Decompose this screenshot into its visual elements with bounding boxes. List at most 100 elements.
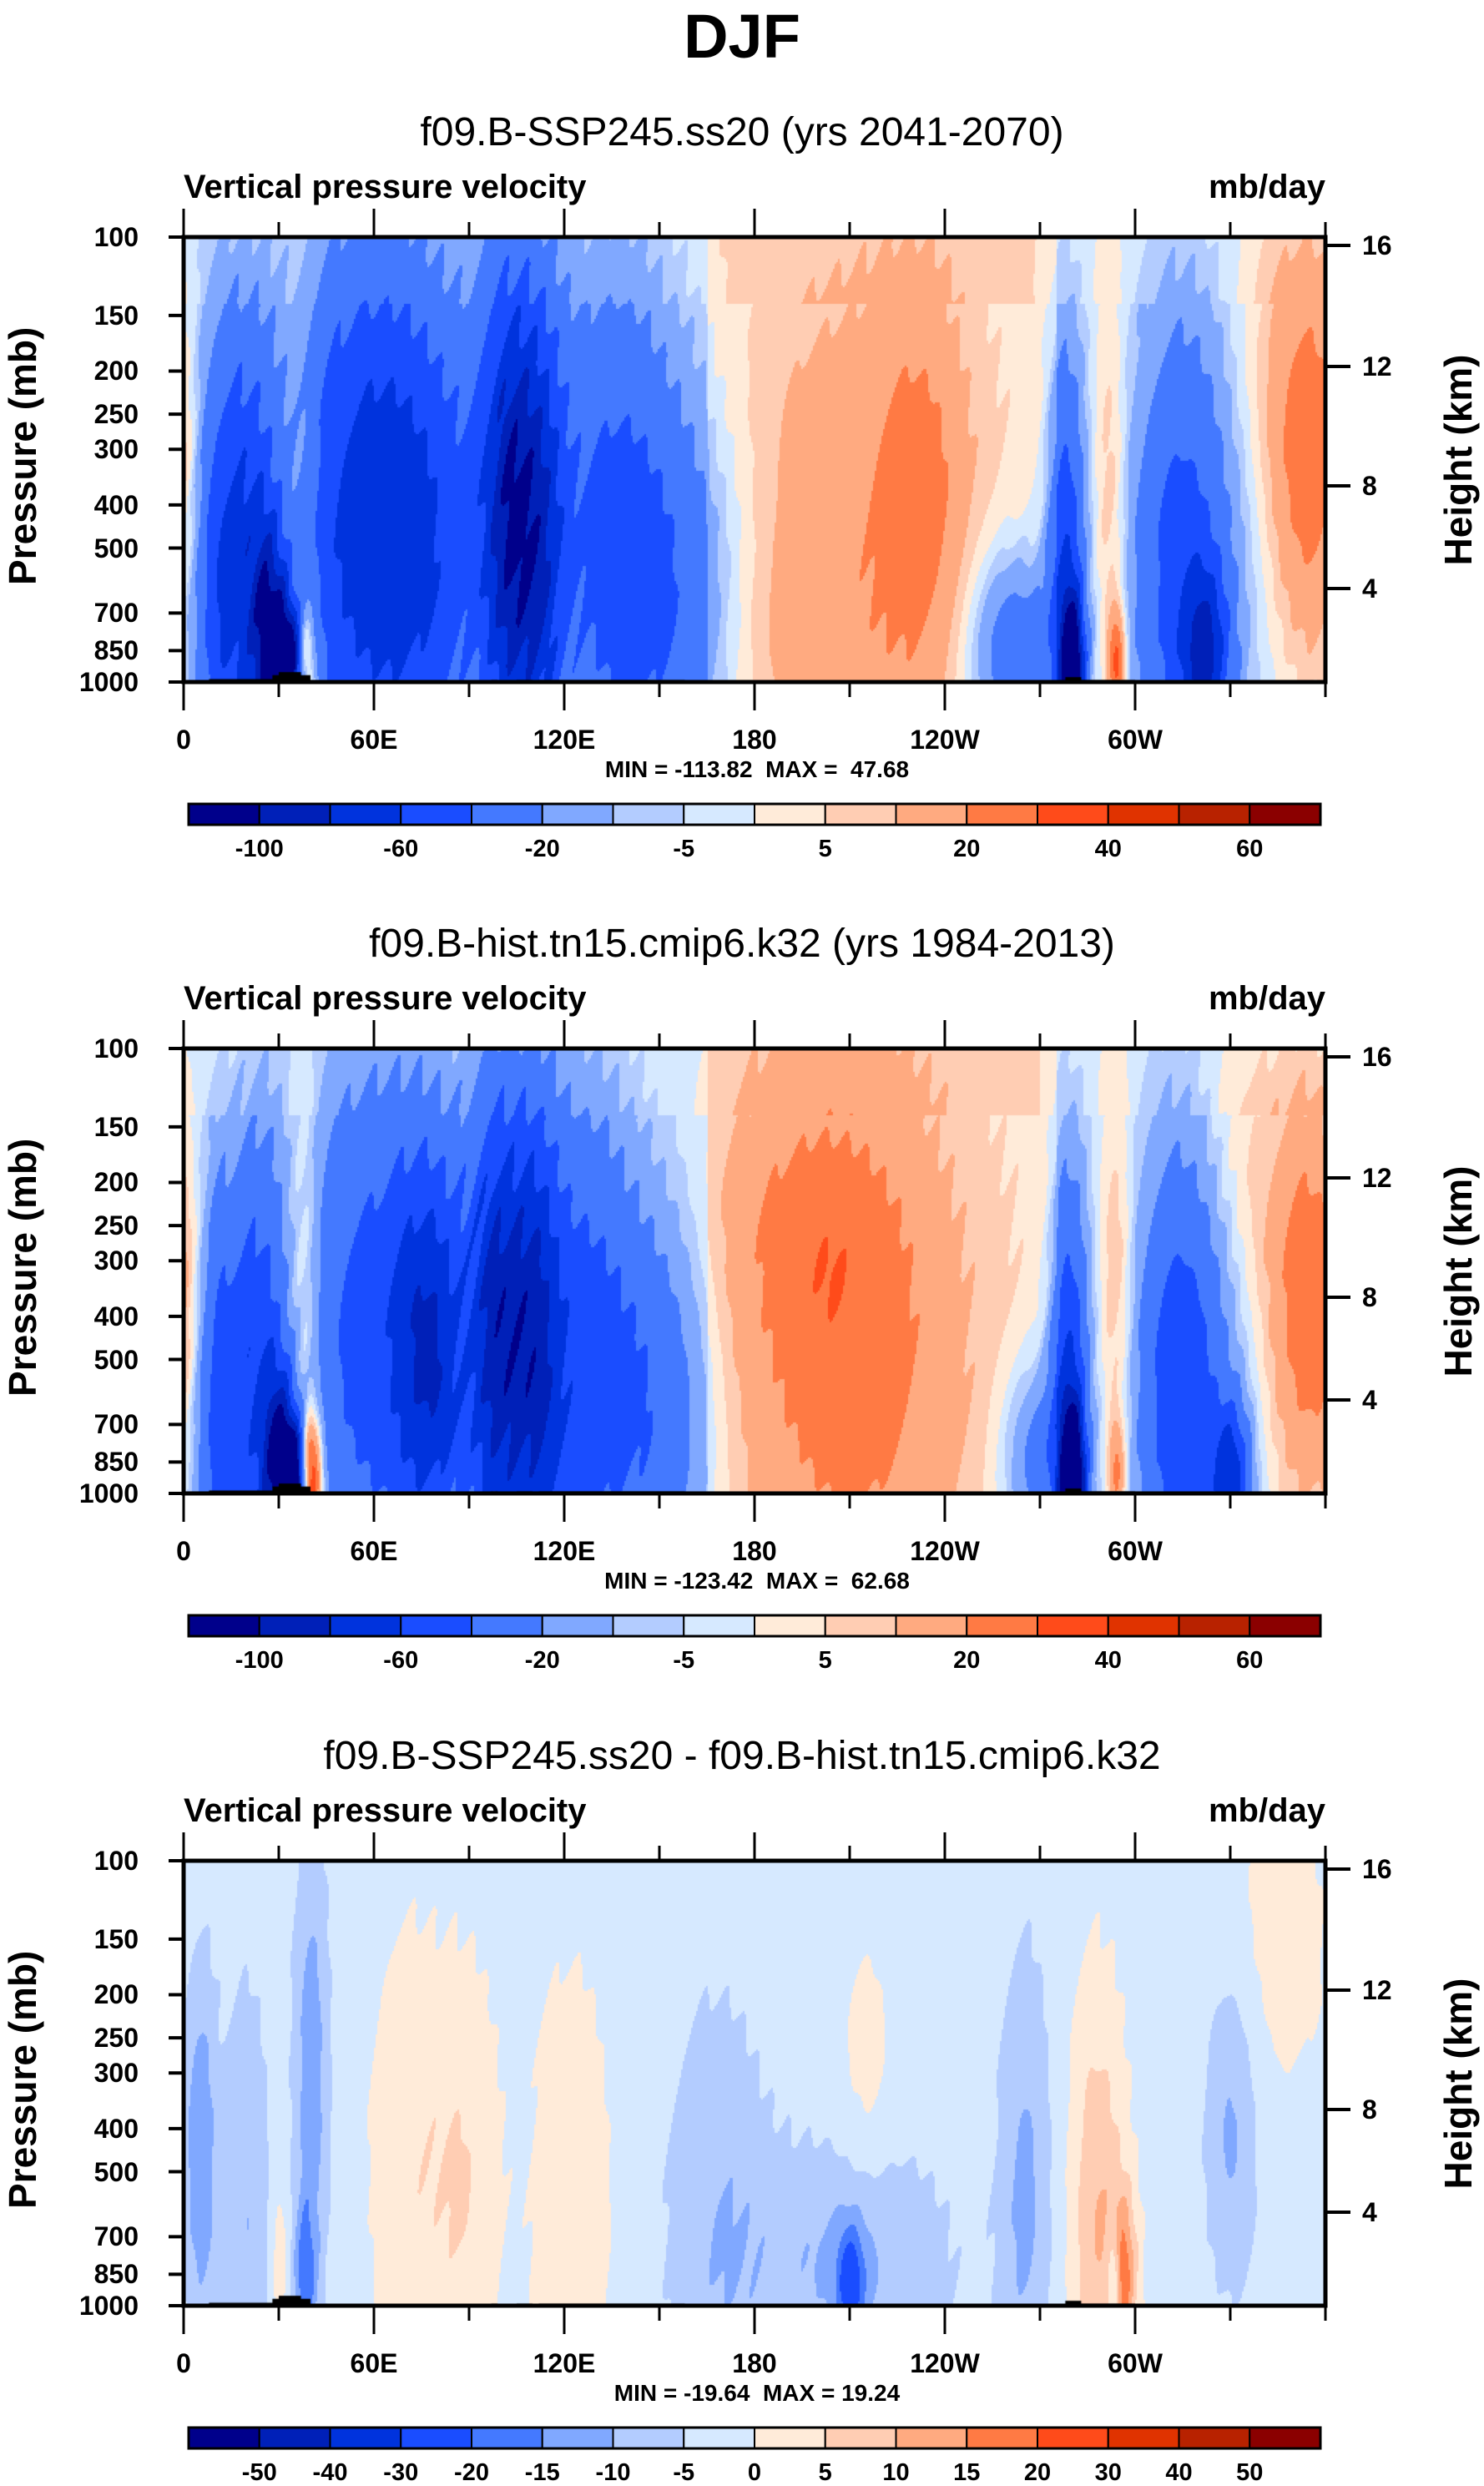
min-max-label: MIN = -19.64 MAX = 19.24: [613, 2380, 901, 2406]
colorbar-box: [1249, 803, 1321, 826]
colorbar-label: 5: [818, 1647, 832, 1674]
y-tick-label: 250: [93, 2023, 139, 2054]
colorbar-frame: [187, 1614, 1322, 1638]
y-tick-label: 250: [93, 399, 139, 430]
y-axis-label-right: Height (km): [1436, 1978, 1480, 2189]
colorbar-box: [1107, 2427, 1180, 2449]
colorbar-box: [824, 1614, 897, 1637]
colorbar-box: [824, 2427, 897, 2449]
colorbar-label: -20: [454, 2459, 489, 2486]
y-tick-label: 700: [93, 2221, 139, 2252]
y-tick-label: 700: [93, 1409, 139, 1440]
units-label: mb/day: [1208, 1792, 1325, 1829]
y-tick-label: 850: [93, 2259, 139, 2290]
x-tick-label: 60E: [350, 1536, 398, 1566]
units-label: mb/day: [1208, 980, 1325, 1017]
x-tick-label: 120W: [910, 2348, 980, 2378]
colorbar-label: 50: [1236, 2459, 1264, 2486]
x-tick-label: 0: [176, 2348, 191, 2378]
y-tick-label: 300: [93, 2058, 139, 2089]
x-tick-label: 120W: [910, 1536, 980, 1566]
colorbar-label: 20: [953, 1647, 981, 1674]
colorbar-label: -15: [524, 2459, 560, 2486]
y-tick-label: 300: [93, 434, 139, 465]
colorbar-label: 15: [953, 2459, 981, 2486]
variable-label: Vertical pressure velocity: [184, 1792, 587, 1829]
colorbar-label: -20: [524, 1647, 560, 1674]
colorbar-label: 5: [818, 2459, 832, 2486]
colorbar-label: -50: [241, 2459, 277, 2486]
y-tick-label: 300: [93, 1246, 139, 1276]
colorbar-box: [541, 2427, 614, 2449]
colorbar-label: 20: [1023, 2459, 1052, 2486]
y-tick-label: 400: [93, 489, 139, 520]
colorbar-box: [1178, 2427, 1251, 2449]
y-tick-label: 100: [93, 222, 139, 252]
y-tick-label: 150: [93, 300, 139, 331]
height-tick-label: 12: [1362, 351, 1392, 381]
x-tick-label: 180: [732, 2348, 777, 2378]
height-tick-label: 4: [1362, 573, 1377, 604]
colorbar-label: 10: [882, 2459, 910, 2486]
colorbar-label: -5: [673, 836, 695, 862]
panel-title: f09.B-SSP245.ss20 (yrs 2041-2070): [420, 110, 1064, 154]
height-tick-label: 16: [1362, 230, 1392, 260]
x-tick-label: 0: [176, 1536, 191, 1566]
colorbar-label: 0: [747, 2459, 762, 2486]
y-tick-label: 850: [93, 1447, 139, 1478]
y-tick-label: 400: [93, 1301, 139, 1331]
colorbar-label: -5: [673, 2459, 695, 2486]
x-tick-label: 60E: [350, 725, 398, 755]
y-tick-label: 150: [93, 1111, 139, 1142]
y-tick-label: 1000: [78, 2291, 139, 2321]
min-max-label: MIN = -113.82 MAX = 47.68: [604, 756, 910, 782]
x-tick-label: 60E: [350, 2348, 398, 2378]
colorbar-label: 20: [953, 836, 981, 862]
colorbar-label: -100: [235, 836, 284, 862]
height-tick-label: 16: [1362, 1854, 1392, 1884]
variable-label: Vertical pressure velocity: [184, 169, 587, 205]
y-tick-label: 150: [93, 1923, 139, 1954]
x-tick-label: 120E: [533, 2348, 596, 2378]
colorbar-box: [329, 2427, 402, 2449]
colorbar-label: -40: [312, 2459, 348, 2486]
colorbar-label: 30: [1094, 2459, 1122, 2486]
y-tick-label: 1000: [78, 667, 139, 697]
colorbar-box: [612, 803, 685, 826]
colorbar-frame: [187, 2426, 1322, 2450]
y-tick-label: 100: [93, 1033, 139, 1064]
min-max-label: MIN = -123.42 MAX = 62.68: [604, 1568, 910, 1594]
colorbar-box: [471, 2427, 543, 2449]
x-tick-label: 180: [732, 725, 777, 755]
colorbar-box: [258, 2427, 331, 2449]
y-tick-label: 200: [93, 356, 139, 387]
colorbar-label: 60: [1236, 1647, 1264, 1674]
contour-field: [184, 1861, 1325, 2306]
x-tick-label: 120E: [533, 725, 596, 755]
figure-title: DJF: [684, 2, 800, 71]
contour-field: [184, 1048, 1325, 1493]
y-tick-label: 1000: [78, 1478, 139, 1508]
x-tick-label: 60W: [1108, 2348, 1163, 2378]
colorbar-box: [966, 2427, 1038, 2449]
height-tick-label: 4: [1362, 2197, 1377, 2227]
colorbar-box: [400, 2427, 472, 2449]
panel-title: f09.B-hist.tn15.cmip6.k32 (yrs 1984-2013…: [369, 922, 1115, 966]
y-tick-label: 100: [93, 1846, 139, 1876]
colorbar-label: -20: [524, 836, 560, 862]
colorbar-box: [612, 2427, 685, 2449]
colorbar-box: [400, 803, 472, 826]
x-tick-label: 60W: [1108, 1536, 1163, 1566]
colorbar-label: 40: [1094, 836, 1122, 862]
colorbar-label: -60: [383, 836, 419, 862]
height-tick-label: 8: [1362, 2094, 1377, 2125]
height-tick-label: 8: [1362, 1282, 1377, 1312]
colorbar-box: [1107, 803, 1180, 826]
y-tick-label: 850: [93, 635, 139, 666]
colorbar-frame: [187, 802, 1322, 826]
y-tick-label: 200: [93, 1979, 139, 2010]
y-tick-label: 500: [93, 1344, 139, 1375]
contour-field: [184, 237, 1325, 682]
